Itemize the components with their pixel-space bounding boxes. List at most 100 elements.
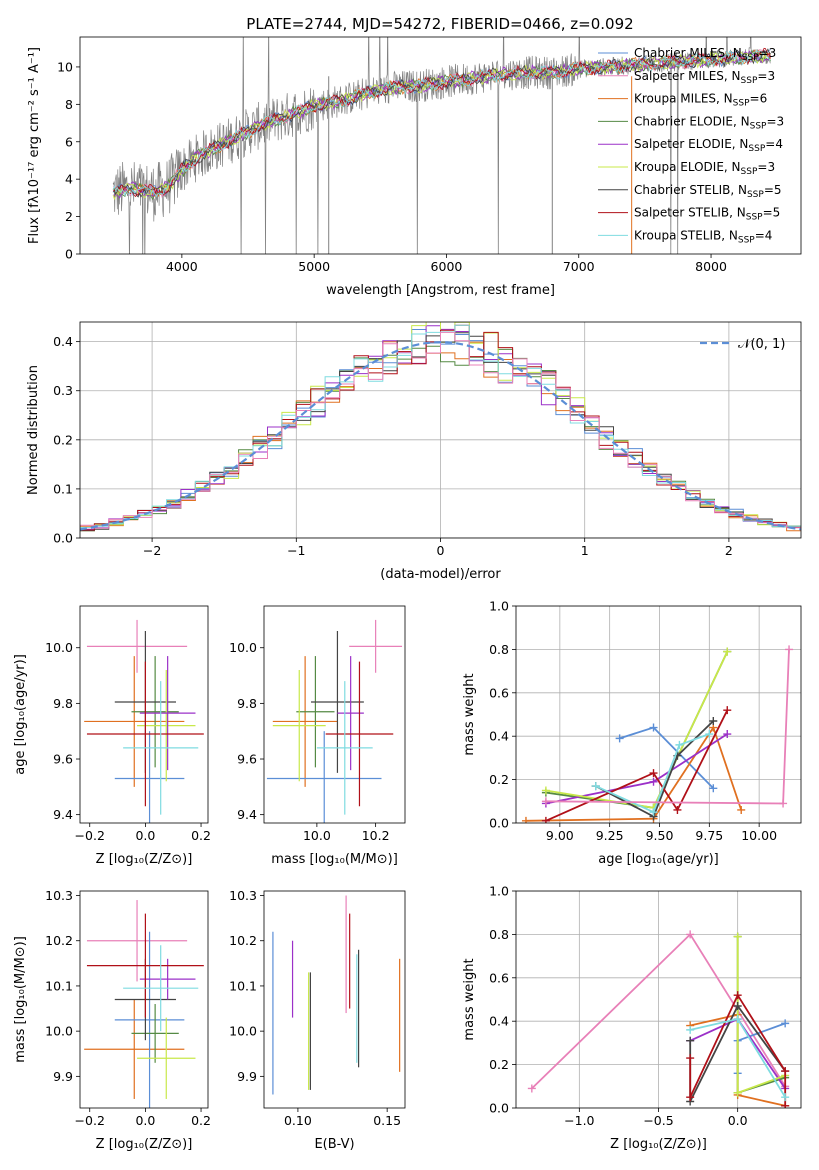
- y-tick-label: 9.9: [53, 1069, 73, 1084]
- panel-spectrum: 4000 5000 6000 7000 8000 0 2 4 6 8 10 wavelength [A…: [27, 36, 802, 298]
- panel-massweight_vs_age: 9.00 9.25 9.50 9.75 10.00 0.0 0.2 0.4 0.6 0.8 1.0 a…: [462, 599, 802, 867]
- y-tick-label: 9.8: [53, 696, 73, 711]
- y-tick-label: 0.6: [489, 685, 509, 700]
- x-tick-label: 2: [725, 543, 733, 558]
- weight-marker: [733, 1002, 742, 1011]
- weight-marker: [723, 730, 732, 739]
- x-tick-label: 10.0: [303, 828, 331, 843]
- weight-marker: [733, 991, 742, 1000]
- weight-marker: [723, 706, 732, 715]
- axes-frame: [263, 605, 406, 824]
- x-tick-label: −0.2: [75, 1113, 105, 1128]
- weight-line: [595, 733, 710, 814]
- axes-frame: [515, 605, 802, 824]
- x-tick-label: 0.0: [135, 1113, 155, 1128]
- weight-marker: [779, 799, 788, 808]
- y-tick-label: 10.0: [229, 1024, 257, 1039]
- plot-area: [516, 606, 801, 823]
- weight-marker: [615, 734, 624, 743]
- y-tick-label: 0.8: [489, 642, 509, 657]
- legend-entry: Kroupa STELIB, NSSP=4: [634, 228, 772, 245]
- x-tick-label: 4000: [166, 259, 198, 274]
- weight-marker: [723, 647, 732, 656]
- model-line: [112, 49, 771, 201]
- y-tick-label: 0.2: [489, 1057, 509, 1072]
- x-tick-label: 6000: [431, 259, 463, 274]
- weight-marker: [686, 930, 695, 939]
- axes-frame: [263, 890, 406, 1109]
- y-tick-label: 10.0: [229, 640, 257, 655]
- y-tick-label: 0.6: [489, 970, 509, 985]
- model-line: [112, 49, 771, 199]
- normal-curve: [80, 341, 801, 531]
- weight-marker: [733, 1088, 742, 1097]
- plot-area: [84, 619, 204, 823]
- weight-line: [545, 709, 729, 822]
- weight-marker: [686, 1036, 695, 1045]
- y-tick-label: 2: [65, 209, 73, 224]
- x-tick-label: 0.10: [284, 1113, 312, 1128]
- y-tick-label: 10.3: [45, 888, 73, 903]
- y-tick-label: 10.0: [45, 640, 73, 655]
- weight-marker: [686, 1093, 695, 1102]
- panel-age_vs_Z: −0.2 0.0 0.2 9.4 9.6 9.8 10.0 Z [log₁₀(Z/Z⊙)] ag…: [13, 605, 211, 867]
- y-tick-label: 0.4: [489, 729, 509, 744]
- model-line: [113, 47, 771, 198]
- y-tick-label: 0.8: [489, 927, 509, 942]
- y-tick-label: 8: [65, 97, 73, 112]
- weight-marker: [521, 816, 530, 823]
- y-tick-label: 0.1: [53, 481, 73, 496]
- y-tick-label: 10.1: [229, 978, 257, 993]
- weight-marker: [709, 717, 718, 726]
- x-tick-label: 10.00: [741, 828, 777, 843]
- x-axis-label: E(B-V): [314, 1137, 354, 1152]
- panel-age_vs_mass: 10.0 10.2 9.4 9.6 9.8 10.0 mass [log₁₀(M/M⊙)]: [229, 605, 406, 867]
- y-axis-label: mass weight: [462, 673, 477, 755]
- weight-marker: [781, 1093, 790, 1102]
- x-axis-label: Z [log₁₀(Z/Z⊙)]: [96, 1137, 193, 1152]
- y-tick-label: 0.2: [489, 772, 509, 787]
- weight-marker: [541, 786, 550, 795]
- model-line: [112, 50, 771, 198]
- weight-marker: [781, 1019, 790, 1028]
- legend: Chabrier MILES, NSSP=3 Salpeter MILES, NS…: [598, 46, 784, 245]
- figure-title: PLATE=2744, MJD=54272, FIBERID=0466, z=0…: [246, 15, 633, 33]
- y-tick-label: 10.2: [229, 933, 257, 948]
- x-tick-label: 10.2: [362, 828, 390, 843]
- y-tick-label: 10.3: [229, 888, 257, 903]
- x-tick-label: 8000: [695, 259, 727, 274]
- y-axis-label: age [log₁₀(age/yr)]: [13, 654, 28, 775]
- axes-frame: [79, 890, 209, 1109]
- weight-marker: [527, 1084, 536, 1093]
- y-tick-label: 10: [57, 59, 73, 74]
- axes-frame: [79, 605, 209, 824]
- x-tick-label: −1.0: [564, 1113, 594, 1128]
- weight-marker: [541, 816, 550, 823]
- plot-area: [266, 619, 403, 823]
- x-tick-label: 7000: [563, 259, 595, 274]
- y-tick-label: 1.0: [489, 599, 509, 614]
- weight-marker: [733, 932, 742, 941]
- weight-marker: [649, 777, 658, 786]
- weight-marker: [781, 1101, 790, 1108]
- y-axis-label: Normed distribution: [26, 365, 41, 495]
- x-axis-label: Z [log₁₀(Z/Z⊙)]: [610, 1137, 707, 1152]
- weight-marker: [686, 1054, 695, 1063]
- y-tick-label: 9.4: [53, 807, 73, 822]
- x-tick-label: 9.50: [646, 828, 674, 843]
- weight-marker: [686, 1025, 695, 1034]
- y-axis-label: mass weight: [462, 958, 477, 1040]
- weight-line: [525, 725, 743, 822]
- legend-entry: 𝒩(0, 1): [738, 337, 785, 352]
- plot-area: [80, 322, 801, 538]
- weight-marker: [541, 797, 550, 806]
- y-tick-label: 0.0: [53, 531, 73, 546]
- x-tick-label: 0.0: [728, 1113, 748, 1128]
- y-tick-label: 0: [65, 247, 73, 262]
- legend-entry: Chabrier STELIB, NSSP=5: [634, 183, 782, 200]
- legend-entry: Kroupa MILES, NSSP=6: [634, 92, 767, 109]
- y-tick-label: 9.4: [237, 807, 257, 822]
- y-tick-label: 9.8: [237, 696, 257, 711]
- x-tick-label: −2: [143, 543, 161, 558]
